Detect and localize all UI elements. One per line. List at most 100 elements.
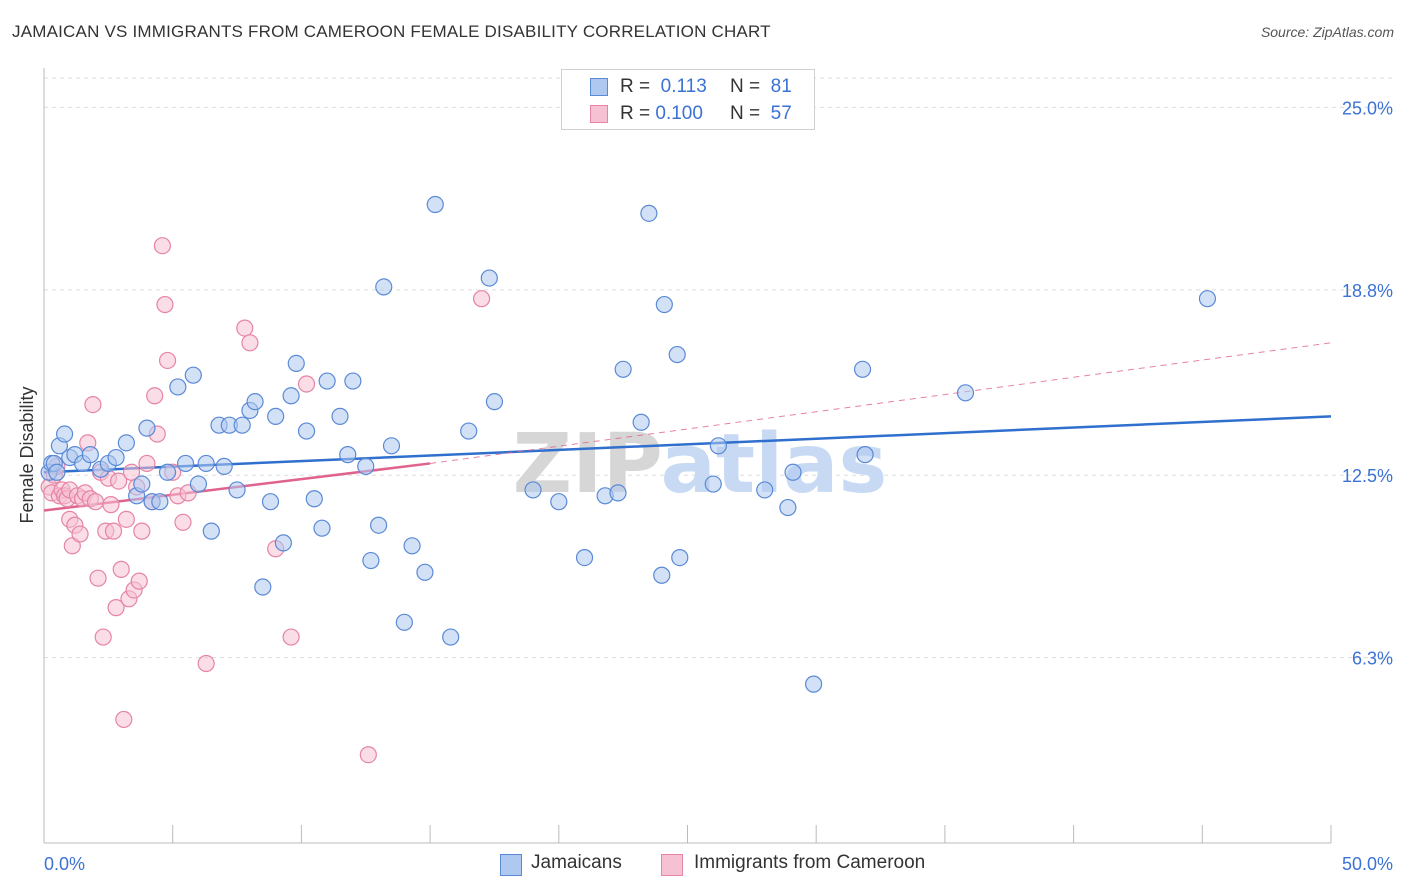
- data-point-jamaicans: [370, 516, 388, 534]
- data-point-jamaicans: [215, 457, 233, 475]
- y-tick-label: 25.0%: [1342, 98, 1393, 118]
- trend-line-jamaicans: [43, 415, 1332, 474]
- data-point-jamaicans: [1198, 290, 1217, 308]
- data-point-jamaicans: [339, 446, 357, 464]
- data-point-jamaicans: [609, 484, 627, 502]
- data-point-jamaicans: [550, 493, 568, 511]
- data-point-cameroon: [174, 513, 192, 531]
- data-point-jamaicans: [426, 195, 444, 214]
- watermark: ZIPatlas: [513, 417, 888, 512]
- data-point-jamaicans: [805, 675, 823, 693]
- grid-lines: [44, 77, 1393, 659]
- n-value: 57: [770, 103, 792, 124]
- data-point-jamaicans: [485, 393, 504, 411]
- data-point-cameroon: [89, 569, 107, 587]
- axes: [43, 68, 1332, 844]
- y-tick-label: 18.8%: [1342, 281, 1393, 301]
- data-point-cameroon: [133, 522, 151, 540]
- tick-labels: 6.3% 12.5% 18.8% 25.0% 0.0% 50.0%: [44, 98, 1393, 874]
- data-point-cameroon: [110, 472, 128, 490]
- y-tick-label: 12.5%: [1342, 466, 1393, 486]
- data-point-jamaicans: [375, 278, 393, 296]
- data-point-jamaicans: [246, 393, 264, 411]
- r-label: R =: [620, 103, 651, 124]
- y-tick-label: 6.3%: [1352, 649, 1393, 669]
- data-point-jamaicans: [287, 354, 305, 373]
- data-point-jamaicans: [784, 463, 802, 481]
- data-point-cameroon: [156, 295, 174, 314]
- data-point-jamaicans: [403, 537, 421, 555]
- data-point-cameroon: [130, 572, 148, 590]
- data-point-jamaicans: [189, 475, 208, 493]
- data-point-jamaicans: [460, 422, 478, 440]
- r-value: 0.113: [660, 76, 707, 97]
- data-point-jamaicans: [305, 490, 323, 508]
- data-point-jamaicans: [55, 425, 74, 443]
- data-point-cameroon: [71, 525, 89, 543]
- source-label: Source: ZipAtlas.com: [1260, 24, 1394, 40]
- data-point-jamaicans: [416, 563, 434, 581]
- data-point-jamaicans: [779, 498, 797, 517]
- data-point-jamaicans: [671, 548, 689, 567]
- data-point-jamaicans: [318, 372, 336, 390]
- data-point-jamaicans: [331, 407, 349, 425]
- data-point-jamaicans: [856, 446, 874, 464]
- data-point-jamaicans: [169, 378, 187, 396]
- data-point-jamaicans: [575, 548, 594, 567]
- data-point-cameroon: [153, 237, 172, 255]
- data-point-cameroon: [297, 375, 316, 393]
- data-point-cameroon: [84, 395, 102, 414]
- data-point-jamaicans: [233, 416, 251, 434]
- data-point-cameroon: [104, 522, 123, 540]
- data-point-jamaicans: [632, 413, 650, 431]
- data-point-jamaicans: [442, 628, 460, 646]
- trend-line-cameroon-extension: [430, 342, 1332, 464]
- legend-r: R = 0.113: [620, 76, 707, 98]
- r-label: R =: [620, 76, 651, 97]
- data-point-jamaicans: [653, 566, 671, 584]
- data-point-jamaicans: [133, 475, 151, 493]
- data-point-jamaicans: [313, 519, 331, 537]
- data-point-jamaicans: [956, 384, 975, 402]
- n-value: 81: [770, 76, 792, 97]
- data-point-cameroon: [86, 493, 105, 511]
- data-point-jamaicans: [274, 534, 292, 552]
- data-point-jamaicans: [48, 463, 66, 481]
- legend-n: N = 81: [730, 76, 792, 98]
- data-point-jamaicans: [267, 407, 285, 425]
- data-point-jamaicans: [382, 437, 401, 455]
- data-point-cameroon: [241, 334, 259, 352]
- data-point-cameroon: [236, 319, 254, 337]
- n-label: N =: [730, 76, 761, 97]
- data-point-jamaicans: [524, 481, 542, 499]
- data-point-jamaicans: [107, 448, 125, 467]
- data-point-cameroon: [282, 628, 300, 646]
- data-point-jamaicans: [756, 481, 774, 499]
- data-point-jamaicans: [297, 422, 316, 440]
- data-point-cameroon: [146, 387, 164, 405]
- r-value: 0.100: [655, 103, 703, 124]
- data-point-jamaicans: [395, 613, 413, 631]
- data-point-jamaicans: [254, 578, 272, 596]
- data-point-cameroon: [94, 628, 112, 646]
- data-point-cameroon: [107, 599, 125, 617]
- data-point-jamaicans: [357, 457, 375, 475]
- data-point-jamaicans: [853, 360, 872, 378]
- data-point-jamaicans: [151, 493, 169, 511]
- data-point-jamaicans: [362, 551, 380, 570]
- bottom-legend-swatch-cameroon: [661, 854, 683, 876]
- data-point-cameroon: [197, 654, 215, 673]
- data-point-jamaicans: [81, 446, 99, 464]
- legend-swatch-cameroon: [590, 105, 608, 123]
- series-jamaicans-points: [40, 195, 1217, 693]
- x-tick-label: 0.0%: [44, 854, 85, 874]
- data-point-cameroon: [102, 496, 120, 514]
- y-axis-label: Female Disability: [17, 386, 37, 523]
- data-point-jamaicans: [640, 204, 658, 222]
- bottom-legend-label: Immigrants from Cameroon: [694, 852, 926, 873]
- correlation-legend: R = 0.113 N = 81 R = 0.100 N = 57: [561, 69, 815, 130]
- data-point-jamaicans: [138, 419, 156, 437]
- data-point-jamaicans: [261, 493, 280, 511]
- data-point-jamaicans: [344, 372, 362, 390]
- data-point-jamaicans: [480, 269, 498, 287]
